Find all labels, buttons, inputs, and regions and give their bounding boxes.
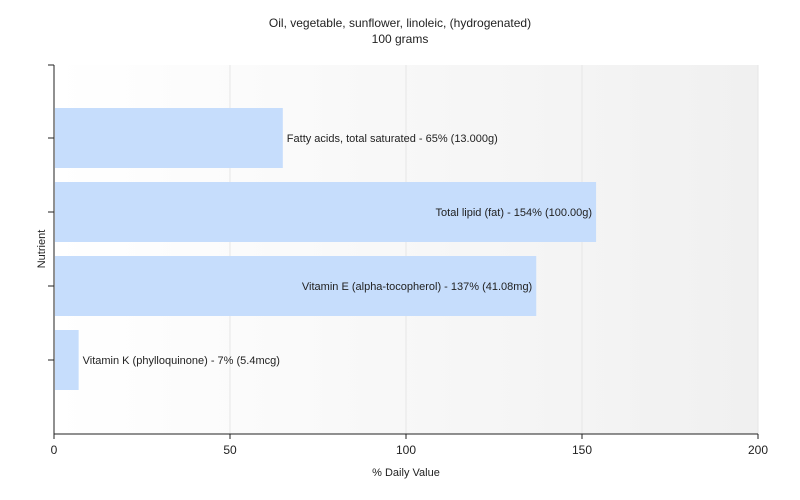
y-axis-label: Nutrient — [36, 230, 48, 269]
bar-label: Total lipid (fat) - 154% (100.00g) — [436, 207, 593, 219]
x-tick-label: 200 — [748, 443, 768, 457]
bar-label: Vitamin E (alpha-tocopherol) - 137% (41.… — [302, 281, 532, 293]
bar-label: Fatty acids, total saturated - 65% (13.0… — [287, 133, 498, 145]
bars: Fatty acids, total saturated - 65% (13.0… — [55, 108, 597, 390]
chart-subtitle: 100 grams — [371, 32, 429, 46]
bar-label: Vitamin K (phylloquinone) - 7% (5.4mcg) — [83, 355, 280, 367]
x-tick-label: 150 — [572, 443, 592, 457]
x-tick-label: 0 — [51, 443, 58, 457]
axes: 0 50 100 150 200 — [48, 64, 768, 457]
bar — [55, 182, 597, 242]
chart-title: Oil, vegetable, sunflower, linoleic, (hy… — [268, 16, 532, 30]
x-tick-label: 100 — [396, 443, 416, 457]
bar — [55, 256, 537, 316]
x-tick-label: 50 — [223, 443, 237, 457]
bar — [55, 108, 283, 168]
bar — [55, 330, 79, 390]
x-axis-label: % Daily Value — [372, 467, 440, 479]
